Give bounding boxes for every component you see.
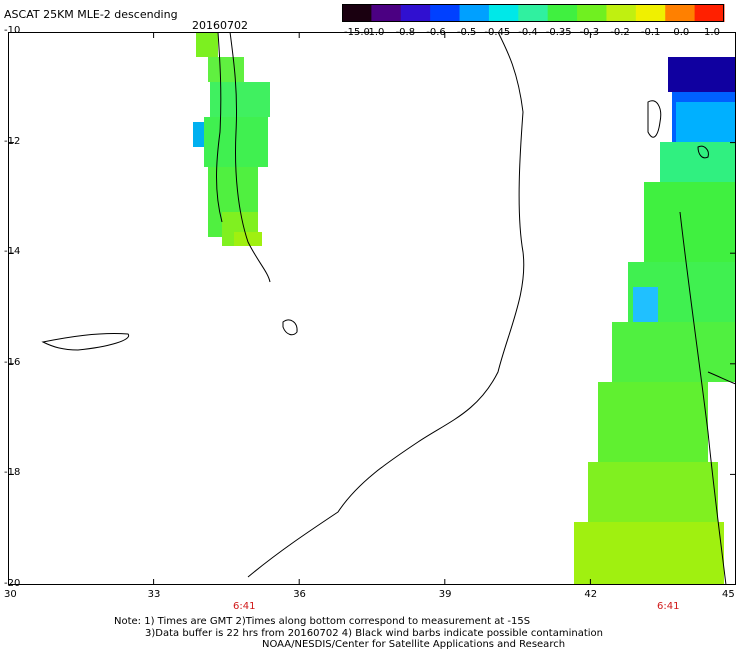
y-axis-label: -18: [4, 467, 21, 479]
x-axis-label: 45: [722, 589, 735, 600]
mayotte-island: [697, 145, 709, 159]
y-axis-label: -20: [4, 578, 21, 589]
data-swath-west: [193, 32, 270, 246]
map-axes: [8, 32, 736, 585]
colorbar-swatch: [518, 4, 549, 22]
x-axis-label: 30: [4, 589, 17, 600]
lake-malawi-shore-east: [229, 32, 271, 283]
pass-time-west: 6:41: [233, 601, 256, 612]
pass-time-east: 6:41: [657, 601, 680, 612]
map-plot-area: [8, 32, 736, 585]
x-axis-label: 42: [584, 589, 598, 600]
madagascar-coast-segment: [707, 371, 736, 385]
note-line-2: 3)Data buffer is 22 hrs from 20160702 4)…: [145, 628, 603, 639]
x-axis-label: 39: [438, 589, 452, 600]
map-date: 20160702: [192, 19, 248, 32]
colorbar-swatch: [665, 4, 696, 22]
y-axis-label: -10: [4, 25, 21, 36]
colorbar-swatch: [694, 4, 725, 22]
lake-malawi-shore-west: [216, 32, 223, 223]
y-axis-label: -14: [4, 246, 21, 258]
colorbar-swatch: [459, 4, 490, 22]
data-swath-east: [574, 57, 736, 585]
y-axis-label: -12: [4, 135, 21, 147]
colorbar-swatch: [577, 4, 607, 22]
colorbar-swatch: [606, 4, 637, 22]
colorbar-swatch: [488, 4, 519, 22]
x-axis-label: 33: [147, 589, 161, 600]
comoros-island: [647, 100, 662, 138]
note-line-1: Note: 1) Times are GMT 2)Times along bot…: [114, 616, 531, 627]
note-line-3: NOAA/NESDIS/Center for Satellite Applica…: [262, 639, 566, 650]
coastlines: [41, 32, 736, 585]
madagascar-west-coast: [679, 211, 727, 585]
colorbar-swatch: [342, 4, 372, 22]
y-axis-label: -16: [4, 356, 21, 368]
lake-bangweulu: [41, 333, 130, 351]
colorbar-swatch: [547, 4, 578, 22]
colorbar-swatch: [635, 4, 666, 22]
lake-chilwa: [282, 319, 298, 336]
x-axis-label: 36: [293, 589, 306, 600]
map-title: ASCAT 25KM MLE-2 descending: [4, 8, 178, 21]
colorbar-swatch: [430, 4, 461, 22]
colorbar-swatch: [371, 4, 402, 22]
colorbar-swatch: [400, 4, 431, 22]
african-east-coast: [247, 32, 525, 578]
